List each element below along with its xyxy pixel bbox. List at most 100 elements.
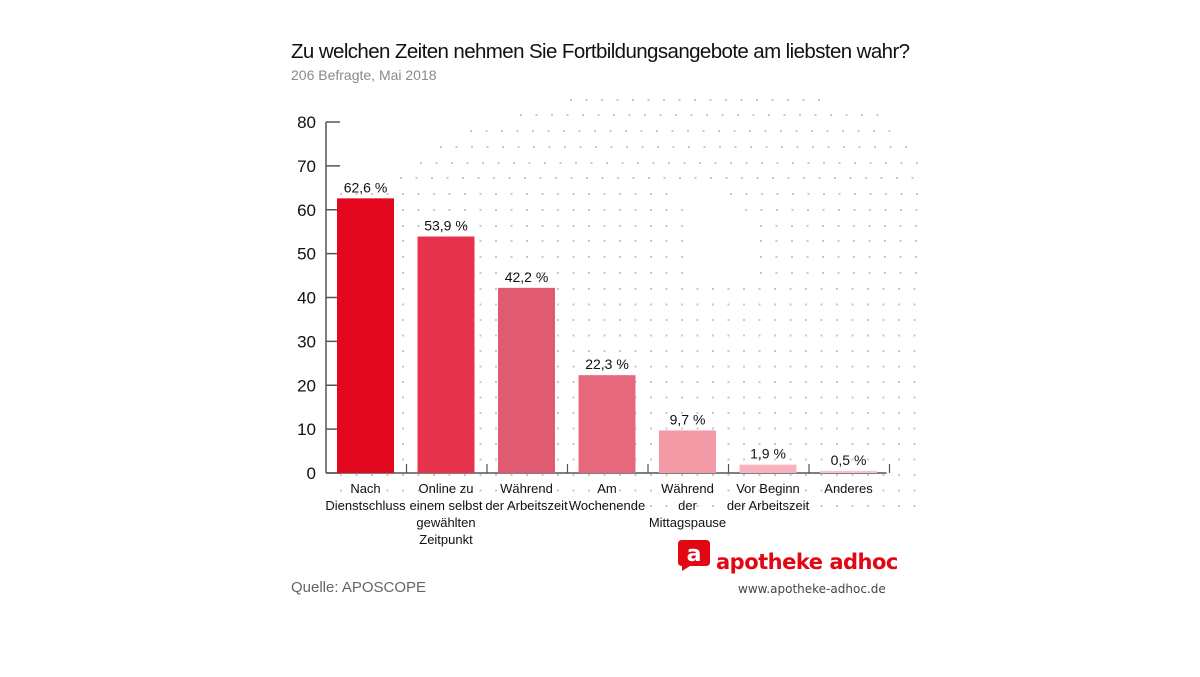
pattern-dot: [727, 334, 730, 337]
pattern-dot: [758, 412, 761, 414]
pattern-dot: [913, 396, 916, 399]
pattern-dot: [694, 99, 696, 101]
pattern-dot: [603, 209, 606, 211]
pattern-dot: [431, 177, 433, 179]
pattern-dot: [402, 350, 404, 352]
pattern-dot: [712, 350, 714, 352]
pattern-dot: [869, 209, 871, 211]
pattern-dot: [563, 130, 565, 132]
pattern-dot: [867, 288, 869, 290]
x-tick-label: einem selbst: [410, 498, 483, 513]
pattern-dot: [650, 240, 652, 242]
pattern-dot: [837, 272, 840, 274]
pattern-dot: [650, 505, 652, 507]
pattern-dot: [696, 412, 699, 414]
pattern-dot: [619, 225, 621, 227]
pattern-dot: [806, 256, 809, 258]
pattern-dot: [566, 114, 569, 116]
pattern-dot: [712, 396, 714, 399]
x-tick-label: Am: [597, 481, 617, 496]
pattern-dot: [526, 256, 528, 258]
pattern-dot: [898, 458, 900, 461]
pattern-dot: [868, 225, 871, 227]
pattern-dot: [572, 381, 575, 383]
pattern-dot: [898, 365, 900, 368]
pattern-dot: [857, 130, 860, 132]
pattern-dot: [774, 288, 776, 290]
pattern-dot: [712, 474, 714, 476]
pattern-dot: [802, 99, 805, 101]
y-tick-label: 10: [297, 420, 316, 439]
pattern-dot: [402, 489, 404, 492]
pattern-dot: [727, 427, 730, 430]
pattern-dot: [557, 350, 559, 352]
pattern-dot: [882, 489, 885, 492]
pattern-dot: [572, 474, 575, 476]
pattern-dot: [557, 319, 559, 321]
pattern-dot: [588, 272, 590, 274]
pattern-dot: [913, 350, 916, 352]
pattern-dot: [557, 334, 559, 337]
pattern-dot: [466, 162, 469, 164]
brand-url[interactable]: www.apotheke-adhoc.de: [738, 582, 886, 596]
data-label: 0,5 %: [831, 452, 867, 468]
pattern-dot: [665, 350, 668, 352]
pattern-dot: [479, 458, 482, 461]
pattern-dot: [915, 272, 917, 274]
pattern-dot: [557, 381, 559, 383]
bar: [659, 430, 716, 473]
pattern-dot: [867, 458, 869, 461]
pattern-dot: [836, 458, 838, 461]
brand-name: apotheke adhoc: [716, 550, 898, 574]
pattern-dot: [572, 209, 575, 211]
pattern-dot: [703, 146, 706, 148]
pattern-dot: [836, 303, 838, 306]
pattern-dot: [712, 303, 714, 306]
pattern-dot: [789, 365, 792, 368]
pattern-dot: [579, 146, 582, 148]
logo-mark-icon: a: [678, 540, 710, 571]
x-tick-label: der Arbeitszeit: [485, 498, 568, 513]
pattern-dot: [787, 99, 789, 101]
pattern-dot: [725, 99, 727, 101]
pattern-dot: [619, 240, 621, 242]
pattern-dot: [899, 256, 902, 258]
pattern-dot: [572, 350, 575, 352]
pattern-dot: [867, 505, 869, 507]
pattern-dot: [913, 474, 916, 476]
pattern-dot: [853, 256, 855, 258]
pattern-dot: [730, 162, 732, 164]
pattern-dot: [743, 458, 745, 461]
pattern-dot: [727, 458, 730, 461]
pattern-dot: [634, 272, 637, 274]
pattern-dot: [681, 489, 683, 492]
data-label: 22,3 %: [585, 356, 629, 372]
pattern-dot: [619, 256, 621, 258]
pattern-dot: [889, 146, 892, 148]
pattern-dot: [774, 474, 776, 476]
pattern-dot: [479, 474, 482, 476]
pattern-dot: [745, 162, 748, 164]
pattern-dot: [440, 146, 442, 148]
pattern-dot: [628, 114, 631, 116]
pattern-dot: [727, 350, 730, 352]
pattern-dot: [760, 225, 762, 227]
pattern-dot: [526, 505, 528, 507]
pattern-dot: [882, 474, 885, 476]
pattern-dot: [900, 162, 903, 164]
pattern-dot: [532, 130, 534, 132]
pattern-dot: [718, 130, 720, 132]
pattern-dot: [899, 225, 902, 227]
pattern-dot: [760, 240, 762, 242]
pattern-dot: [851, 474, 854, 476]
pattern-dot: [807, 209, 809, 211]
pattern-dot: [601, 99, 603, 101]
pattern-dot: [486, 146, 489, 148]
pattern-dot: [541, 505, 544, 507]
pattern-dot: [836, 365, 838, 368]
pattern-dot: [493, 177, 495, 179]
pattern-dot: [665, 272, 668, 274]
pattern-dot: [603, 319, 606, 321]
pattern-dot: [634, 303, 637, 306]
pattern-dot: [823, 193, 825, 195]
